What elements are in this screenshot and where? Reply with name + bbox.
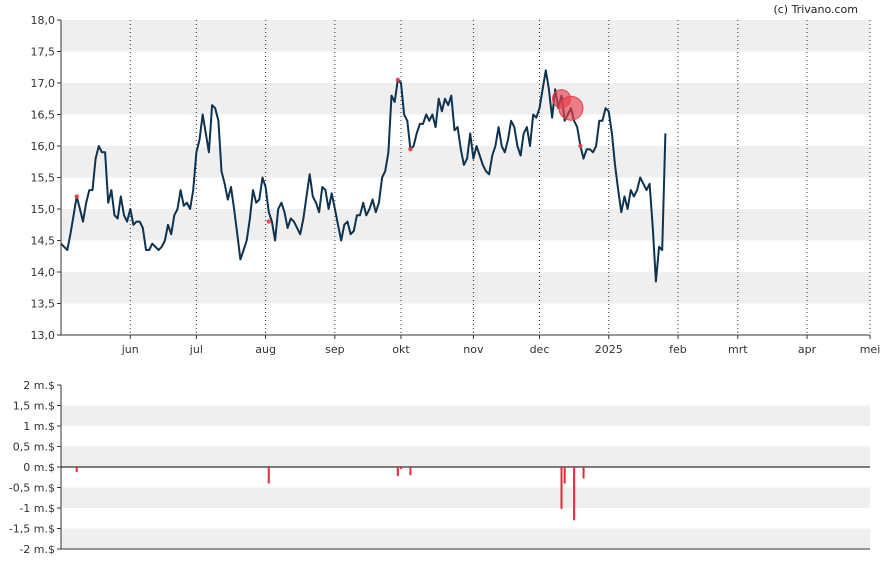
volume-panel: -2 m.$ -1,5 m.$ -1 m.$ -0,5 m.$ 0 m.$ 0,5 m.$…	[9, 379, 870, 556]
volume-y-tick-label: 2 m.$	[23, 379, 55, 392]
trade-marker	[408, 146, 413, 152]
volume-y-tick-label: 0,5 m.$	[13, 441, 55, 454]
y-tick-label: 14,0	[31, 266, 56, 279]
x-tick-label: feb	[669, 343, 687, 356]
price-band	[61, 83, 870, 115]
volume-y-tick-label: 1,5 m.$	[13, 400, 55, 413]
volume-y-tick-label: -0,5 m.$	[9, 482, 55, 495]
y-tick-label: 16,0	[31, 140, 56, 153]
y-tick-label: 17,5	[31, 46, 56, 59]
y-tick-label: 15,0	[31, 203, 56, 216]
x-tick-label: 2025	[595, 343, 623, 356]
volume-y-tick-label: 1 m.$	[23, 420, 55, 433]
x-tick-label: mei	[860, 343, 881, 356]
price-panel: jun jul aug sep okt nov dec 2025 feb mrt apr mei 13,…	[31, 14, 881, 356]
y-tick-label: 15,5	[31, 172, 56, 185]
x-tick-label: jul	[189, 343, 203, 356]
volume-y-tick-label: 0 m.$	[23, 461, 55, 474]
volume-bar	[267, 467, 270, 484]
y-tick-label: 13,0	[31, 329, 56, 342]
copyright-label: (c) Trivano.com	[773, 3, 858, 16]
price-series-line	[60, 69, 667, 283]
x-tick-label: apr	[798, 343, 817, 356]
price-band	[61, 209, 870, 241]
trade-marker	[578, 143, 583, 149]
price-band	[61, 20, 870, 52]
trade-marker	[395, 77, 401, 83]
x-tick-label: dec	[530, 343, 550, 356]
price-band	[61, 272, 870, 304]
volume-band	[61, 446, 870, 467]
volume-y-tick-label: -2 m.$	[19, 543, 55, 556]
y-tick-label: 17,0	[31, 77, 56, 90]
x-tick-label: sep	[325, 343, 344, 356]
y-tick-label: 16,5	[31, 109, 56, 122]
y-tick-label: 14,5	[31, 235, 56, 248]
trade-marker	[74, 194, 79, 199]
x-tick-label: mrt	[728, 343, 748, 356]
trade-marker	[266, 219, 271, 224]
trade-marker	[558, 95, 584, 121]
x-tick-label: nov	[463, 343, 484, 356]
volume-bar	[399, 467, 402, 470]
volume-bar	[563, 467, 566, 484]
x-tick-label: okt	[392, 343, 410, 356]
volume-bar	[582, 467, 585, 479]
volume-band	[61, 405, 870, 426]
x-tick-label: jun	[121, 343, 139, 356]
x-tick-label: aug	[255, 343, 276, 356]
y-tick-label: 13,5	[31, 298, 56, 311]
volume-y-tick-label: -1,5 m.$	[9, 523, 55, 536]
volume-bar	[573, 467, 576, 521]
volume-band	[61, 487, 870, 508]
y-tick-label: 18,0	[31, 14, 56, 27]
volume-bar	[75, 467, 78, 472]
volume-y-tick-label: -1 m.$	[19, 502, 55, 515]
volume-bar	[409, 467, 412, 476]
volume-band	[61, 528, 870, 549]
volume-bar	[560, 467, 563, 509]
volume-bar	[396, 467, 399, 477]
